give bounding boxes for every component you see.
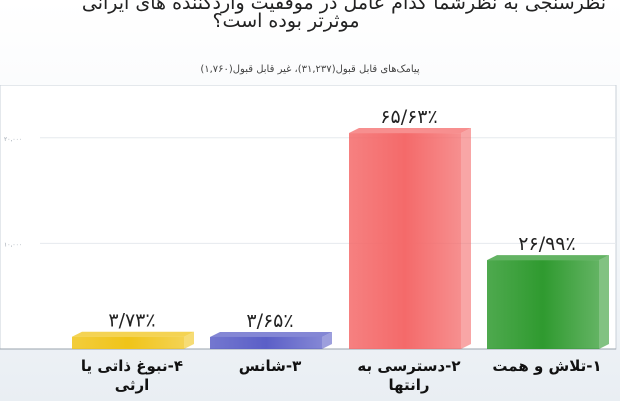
category-label: ۲-دسترسی به <box>357 357 460 375</box>
bar-value-label: ۲۶/۹۹٪ <box>518 233 575 255</box>
bar-top <box>210 331 332 337</box>
bar-top <box>487 255 609 261</box>
bar-top <box>349 128 471 134</box>
chart-title-line2: موثرتر بوده است؟ <box>212 10 360 32</box>
chart-title-line1: نظرسنجی به نظرشما کدام عامل در موفقیت وا… <box>81 0 606 14</box>
bar-value-label: ۶۵/۶۳٪ <box>380 106 437 128</box>
category-label: ۴-نبوغ ذاتی یا <box>81 357 183 375</box>
bar-side <box>322 331 332 349</box>
bar-side <box>599 255 609 349</box>
y-tick-label: ۲۰,۰۰۰ <box>4 136 22 143</box>
bar-top <box>72 331 194 337</box>
bar-side <box>461 128 471 349</box>
bar-value-label: ۳/۶۵٪ <box>246 310 293 332</box>
chart-title: نظرسنجی به نظرشما کدام عامل در موفقیت وا… <box>6 0 606 32</box>
bar-side <box>184 331 194 349</box>
y-tick-label: ۱۰,۰۰۰ <box>4 241 22 248</box>
chart-subtitle: پیامک‌های قابل قبول(۳۱,۲۳۷)، غیر قابل قب… <box>200 64 420 75</box>
category-label: رانتها <box>388 376 429 394</box>
category-label: ارثی <box>115 376 150 394</box>
category-label: ۱-تلاش و همت <box>492 357 601 375</box>
category-label: ۳-شانس <box>239 357 302 375</box>
bar <box>72 336 184 349</box>
bar-value-label: ۳/۷۳٪ <box>108 310 155 332</box>
bar <box>349 133 461 349</box>
bar-chart: ۱۰,۰۰۰ ۲۰,۰۰۰ ۳/۷۳٪ ۳/۶۵٪ ۶۵/۶۳٪ ۲۶/۹۹٪ ۴-نبو… <box>0 85 617 394</box>
bar <box>210 336 322 349</box>
bar <box>487 260 599 349</box>
